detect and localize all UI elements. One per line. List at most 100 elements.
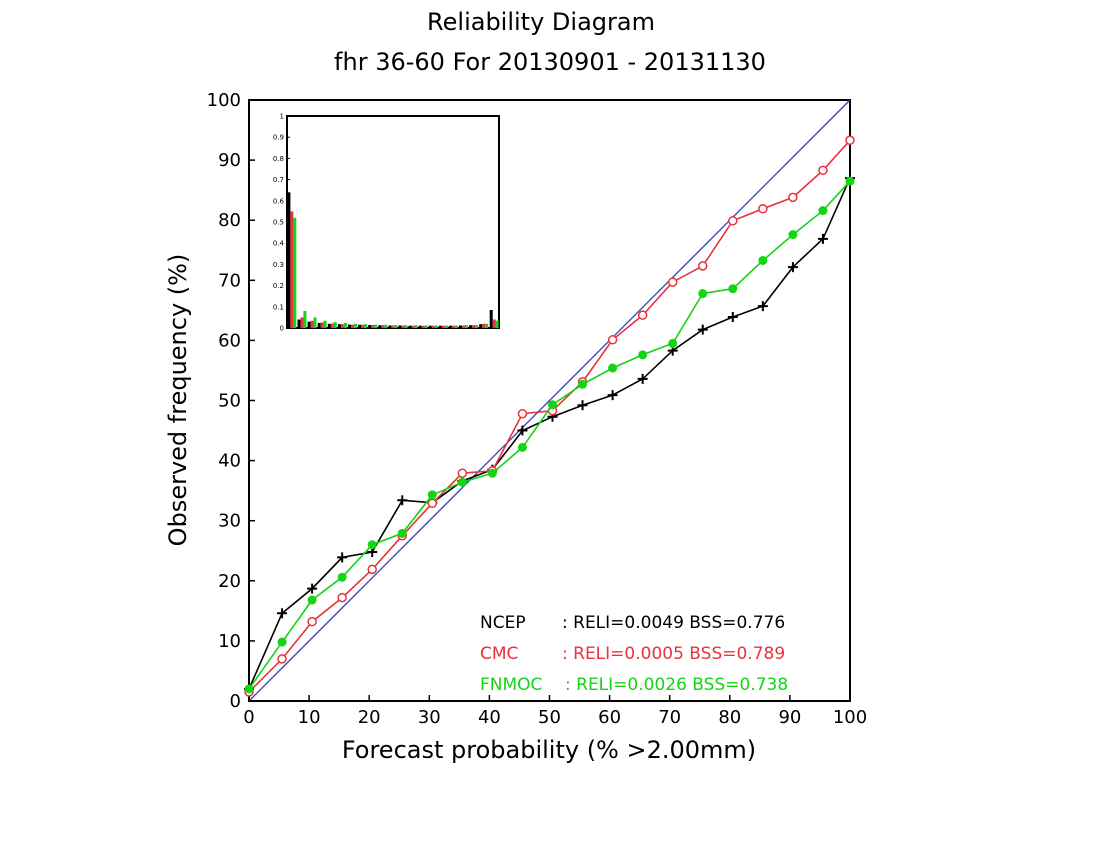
data-point-marker	[367, 540, 377, 550]
inset-bar	[431, 325, 435, 328]
data-point-marker	[818, 165, 828, 176]
inset-bar	[330, 323, 334, 328]
data-point-marker	[337, 552, 348, 563]
data-point-marker	[457, 468, 468, 478]
inset-bar	[459, 325, 462, 328]
inset-bar	[348, 324, 351, 328]
data-point-marker	[517, 408, 528, 419]
inset-y-tick-label: 0.3	[273, 261, 284, 269]
x-tick-label: 80	[718, 707, 741, 728]
inset-bar	[287, 192, 291, 328]
inset-bar	[418, 325, 422, 328]
inset-bar	[350, 324, 354, 328]
data-point-marker	[787, 262, 798, 273]
data-point-marker	[517, 425, 528, 436]
data-point-marker	[307, 616, 317, 627]
data-point-marker	[487, 468, 497, 478]
inset-bar	[441, 325, 445, 328]
inset-bar	[428, 325, 432, 328]
y-tick-label: 100	[207, 90, 241, 111]
inset-bar	[303, 311, 307, 328]
x-tick-label: 30	[418, 707, 441, 728]
data-point-marker	[277, 654, 287, 664]
y-tick-label: 20	[218, 571, 241, 592]
inset-bar	[444, 325, 448, 328]
data-point-marker	[367, 564, 377, 575]
inset-bar	[290, 211, 294, 328]
inset-bar	[408, 325, 412, 328]
data-point-marker	[637, 310, 648, 320]
y-tick-label: 10	[218, 631, 241, 652]
inset-bar	[485, 323, 489, 328]
data-point-marker	[277, 608, 288, 619]
data-point-marker	[668, 338, 678, 348]
data-point-marker	[757, 301, 768, 312]
inset-bar	[462, 325, 465, 328]
data-point-marker	[307, 595, 317, 605]
inset-bar	[401, 325, 405, 328]
data-point-marker	[517, 442, 527, 452]
legend: NCEP: RELI=0.0049 BSS=0.776 CMC: RELI=0.0…	[480, 613, 788, 695]
inset-bar	[307, 321, 311, 328]
chart-title: Reliability Diagram	[427, 8, 655, 36]
inset-bar	[313, 317, 317, 328]
data-point-marker	[697, 324, 708, 335]
data-point-marker	[337, 572, 347, 582]
inset-bar	[337, 324, 341, 328]
y-tick-label: 60	[218, 330, 241, 351]
y-tick-label: 30	[218, 511, 241, 532]
inset-bar	[384, 324, 388, 328]
inset-bar	[495, 320, 499, 328]
x-tick-label: 60	[598, 707, 621, 728]
inset-y-tick-label: 0.4	[273, 240, 285, 248]
inset-bar	[411, 325, 415, 328]
x-tick-label: 10	[298, 707, 321, 728]
inset-bar	[320, 322, 324, 328]
inset-y-tick-label: 0.6	[273, 197, 285, 205]
inset-bar	[414, 325, 418, 328]
inset-bar	[297, 319, 301, 328]
x-tick-label: 50	[538, 707, 561, 728]
legend-stats-ncep: : RELI=0.0049 BSS=0.776	[562, 613, 785, 633]
data-point-marker	[845, 135, 855, 146]
inset-y-tick-label: 0.7	[273, 176, 284, 184]
data-point-marker	[608, 363, 618, 373]
inset-bar	[451, 325, 455, 328]
inset-bar	[310, 320, 314, 328]
y-tick-label: 90	[218, 150, 241, 171]
legend-stats-cmc: : RELI=0.0005 BSS=0.789	[562, 644, 785, 664]
inset-bar	[388, 325, 392, 328]
inset-bar	[454, 325, 458, 328]
inset-bar	[361, 324, 364, 328]
data-point-marker	[698, 289, 708, 299]
chart-subtitle: fhr 36-60 For 20130901 - 20131130	[334, 48, 766, 76]
data-point-marker	[397, 528, 407, 538]
y-tick-label: 50	[218, 391, 241, 412]
inset-bars-fnmoc	[293, 217, 499, 328]
data-point-marker	[277, 637, 287, 647]
inset-y-tick-label: 0.2	[273, 282, 284, 290]
series-fnmoc	[244, 176, 855, 694]
data-point-marker	[637, 373, 648, 384]
x-axis-label: Forecast probability (% >2.00mm)	[342, 736, 756, 764]
inset-bar	[404, 325, 408, 328]
inset-y-tick-label: 0.8	[273, 155, 284, 163]
inset-bar	[378, 325, 382, 328]
x-tick-label: 0	[243, 707, 254, 728]
inset-bar	[368, 325, 372, 328]
inset-frame	[286, 115, 500, 329]
inset-bar	[492, 319, 496, 328]
inset-bar	[465, 325, 468, 328]
data-point-marker	[788, 192, 798, 203]
diagonal-reference-line	[248, 99, 851, 702]
inset-bar	[394, 325, 398, 328]
data-point-marker	[607, 390, 618, 401]
x-tick-label: 20	[358, 707, 381, 728]
data-point-marker	[817, 233, 828, 244]
x-tick-label: 90	[778, 707, 801, 728]
legend-name-ncep: NCEP	[480, 613, 526, 633]
inset-bar	[448, 325, 452, 328]
data-point-marker	[427, 490, 437, 500]
inset-bar	[472, 325, 476, 328]
data-point-marker	[758, 204, 768, 214]
